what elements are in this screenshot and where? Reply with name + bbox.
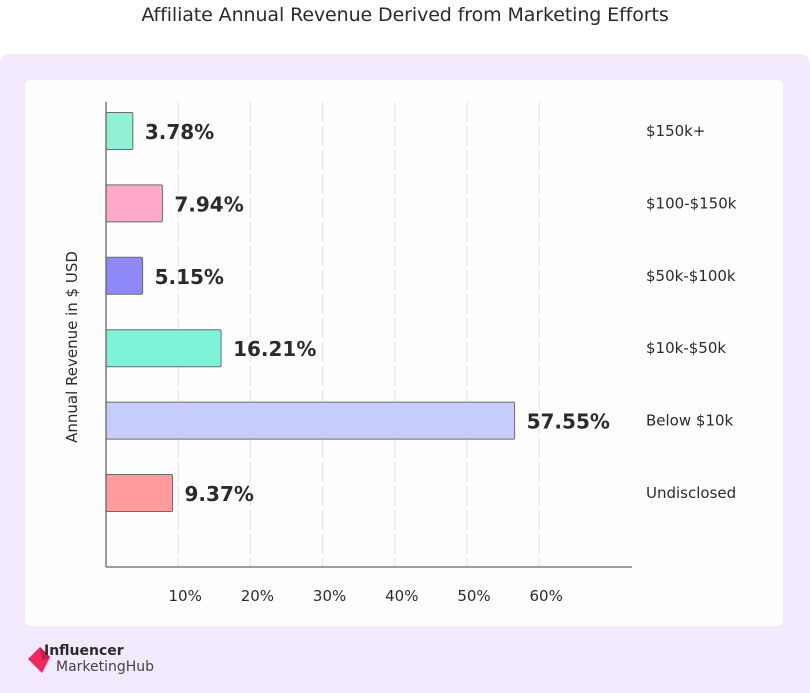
value-label: 16.21% [233, 337, 316, 361]
x-tick-label: 40% [385, 587, 418, 605]
axes [105, 102, 632, 568]
x-tick-label: 10% [169, 587, 202, 605]
value-labels: 3.78% 7.94% 5.15% 16.21% 57.55% 9.37% [145, 120, 610, 506]
gridlines [177, 102, 540, 567]
category-label: $10k-$50k [646, 339, 726, 357]
category-label: Below $10k [646, 412, 734, 430]
category-label: $100-$150k [646, 194, 737, 212]
logo-text-marketinghub: MarketingHub [56, 659, 155, 675]
bar-2 [105, 256, 144, 295]
bar-1 [105, 184, 163, 223]
x-tick-label: 30% [313, 587, 346, 605]
x-tick-label: 60% [530, 587, 563, 605]
bars [105, 112, 516, 512]
chart-title: Affiliate Annual Revenue Derived from Ma… [141, 4, 669, 26]
bar-3 [105, 329, 222, 368]
logo-text-influencer: Influencer [44, 643, 124, 659]
x-tick-labels: 10% 20% 30% 40% 50% 60% [169, 587, 563, 605]
value-label: 3.78% [145, 120, 214, 144]
value-label: 7.94% [174, 192, 243, 216]
bar-5 [105, 474, 174, 512]
x-tick-label: 50% [457, 587, 490, 605]
bar-0 [105, 112, 134, 150]
x-tick-label: 20% [241, 587, 274, 605]
value-label: 5.15% [155, 265, 224, 289]
bar-4 [105, 401, 516, 440]
category-label: $150k+ [646, 122, 705, 140]
logo-mark-icon [28, 647, 50, 673]
value-label: 9.37% [185, 482, 254, 506]
value-label: 57.55% [527, 410, 610, 434]
category-labels: $150k+ $100-$150k $50k-$100k $10k-$50k Below… [646, 122, 737, 502]
category-label: $50k-$100k [646, 267, 736, 285]
influencer-marketing-hub-logo: Influencer MarketingHub [26, 643, 196, 683]
category-label: Undisclosed [646, 484, 736, 502]
